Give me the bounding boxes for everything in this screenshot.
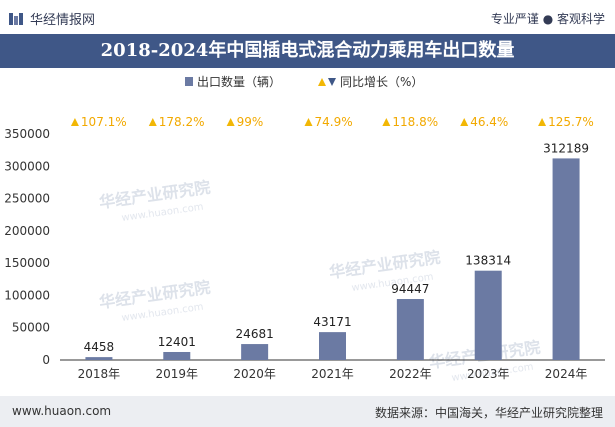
growth-label: 74.9%	[315, 115, 353, 129]
footer-website: www.huaon.com	[12, 404, 112, 418]
growth-up-triangle-icon	[460, 118, 469, 126]
bar-value-label: 4458	[84, 340, 115, 354]
legend-bar-label: 出口数量（辆）	[197, 74, 281, 89]
x-tick-label: 2022年	[389, 367, 432, 381]
bar	[241, 344, 269, 360]
bar-value-label: 12401	[158, 335, 196, 349]
x-tick-label: 2020年	[233, 367, 276, 381]
growth-label: 46.4%	[470, 115, 508, 129]
tagline: 专业严谨 ● 客观科学	[490, 12, 605, 26]
growth-label: 99%	[237, 115, 264, 129]
y-tick-label: 150000	[4, 256, 50, 270]
footer-source: 数据来源：中国海关，华经产业研究院整理	[374, 406, 603, 420]
y-tick-label: 200000	[4, 224, 50, 238]
chart-title: 2018-2024年中国插电式混合动力乘用车出口数量	[0, 34, 615, 68]
x-tick-label: 2019年	[156, 367, 199, 381]
bar-value-label: 312189	[543, 141, 589, 155]
legend-up-triangle-icon	[318, 78, 326, 86]
y-tick-label: 250000	[4, 192, 50, 206]
bar-value-label: 24681	[236, 327, 274, 341]
growth-label: 125.7%	[548, 115, 594, 129]
growth-up-triangle-icon	[148, 118, 157, 126]
x-tick-label: 2023年	[467, 367, 510, 381]
y-tick-label: 300000	[4, 159, 50, 173]
bar	[85, 357, 113, 360]
bar	[163, 351, 191, 360]
legend-growth-label: 同比增长（%）	[340, 75, 423, 89]
brand-name: 华经情报网	[30, 13, 96, 28]
footer: www.huaon.com 数据来源：中国海关，华经产业研究院整理	[0, 396, 615, 427]
growth-label: 107.1%	[81, 115, 127, 129]
x-tick-label: 2024年	[545, 367, 588, 381]
growth-up-triangle-icon	[304, 118, 313, 126]
bar-value-label: 94447	[391, 282, 429, 296]
x-tick-label: 2021年	[311, 367, 354, 381]
bar	[396, 299, 424, 360]
y-tick-label: 100000	[4, 288, 50, 302]
legend-down-triangle-icon	[328, 78, 336, 86]
bar	[474, 270, 502, 360]
bar	[319, 332, 346, 360]
growth-label: 118.8%	[392, 115, 438, 129]
legend-bar-swatch	[185, 77, 193, 86]
growth-up-triangle-icon	[226, 118, 235, 126]
y-tick-label: 0	[42, 353, 50, 367]
growth-up-triangle-icon	[382, 118, 391, 126]
bar-value-label: 43171	[313, 315, 351, 329]
y-tick-label: 350000	[4, 127, 50, 141]
brand-logo-icon	[9, 12, 23, 25]
bar-value-label: 138314	[465, 254, 511, 268]
x-tick-label: 2018年	[78, 367, 121, 381]
brand: 华经情报网	[8, 9, 95, 28]
growth-label: 178.2%	[159, 115, 205, 129]
bar-chart: 华经产业研究院www.huaon.com华经产业研究院www.huaon.com…	[4, 74, 605, 384]
growth-up-triangle-icon	[70, 118, 79, 126]
top-bar: 华经情报网 专业严谨 ● 客观科学	[0, 0, 615, 34]
growth-up-triangle-icon	[538, 118, 547, 126]
y-tick-label: 50000	[12, 321, 50, 335]
bar	[552, 158, 580, 360]
